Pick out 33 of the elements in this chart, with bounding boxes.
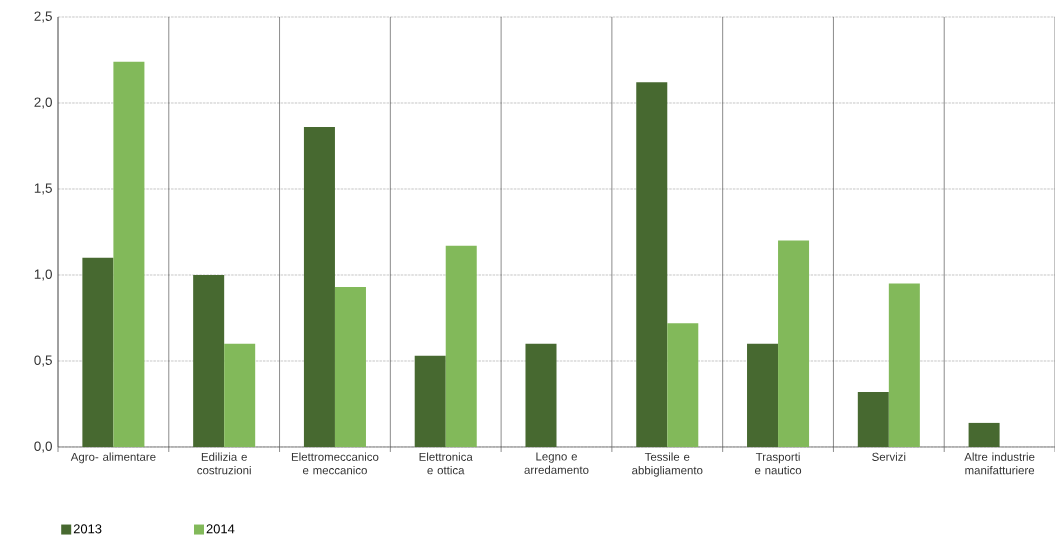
bar: [193, 274, 225, 447]
bar: [636, 82, 668, 447]
y-tick-label: 0,0: [34, 441, 52, 453]
bar: [778, 240, 810, 447]
bar: [445, 245, 477, 447]
y-tick-label: 1,0: [34, 269, 52, 281]
x-tick-label: Edilizia e costruzioni: [197, 452, 251, 475]
y-tick-label: 2,0: [34, 97, 52, 109]
bar: [224, 343, 256, 447]
bar: [667, 323, 699, 447]
bar: [113, 61, 145, 447]
bar: [303, 127, 335, 447]
x-tick-label: Servizi: [872, 452, 906, 461]
legend-label: 2014: [206, 524, 235, 534]
bar: [888, 283, 920, 447]
x-tick-label: Elettronica e ottica: [419, 452, 473, 475]
bar: [334, 287, 366, 447]
x-tick-label: Tessile e abbigliamento: [632, 452, 703, 477]
x-tick-label: Legno e arredamento: [524, 452, 589, 474]
x-tick-label: Elettromeccanico e meccanico: [291, 452, 379, 475]
y-tick-label: 0,5: [34, 355, 52, 367]
y-tick-label: 2,5: [34, 11, 52, 23]
bar: [414, 355, 446, 447]
bar: [525, 343, 557, 447]
x-tick-label: Trasporti e nautico: [754, 452, 802, 475]
y-tick-label: 1,5: [34, 183, 52, 195]
bar: [968, 422, 1000, 447]
x-tick-label: Altre industrie manifatturiere: [964, 452, 1035, 475]
bar: [747, 343, 779, 447]
x-tick-label: Agro- alimentare: [70, 452, 156, 464]
legend-label: 2013: [73, 524, 102, 534]
bar: [857, 391, 889, 447]
bar: [82, 257, 114, 447]
